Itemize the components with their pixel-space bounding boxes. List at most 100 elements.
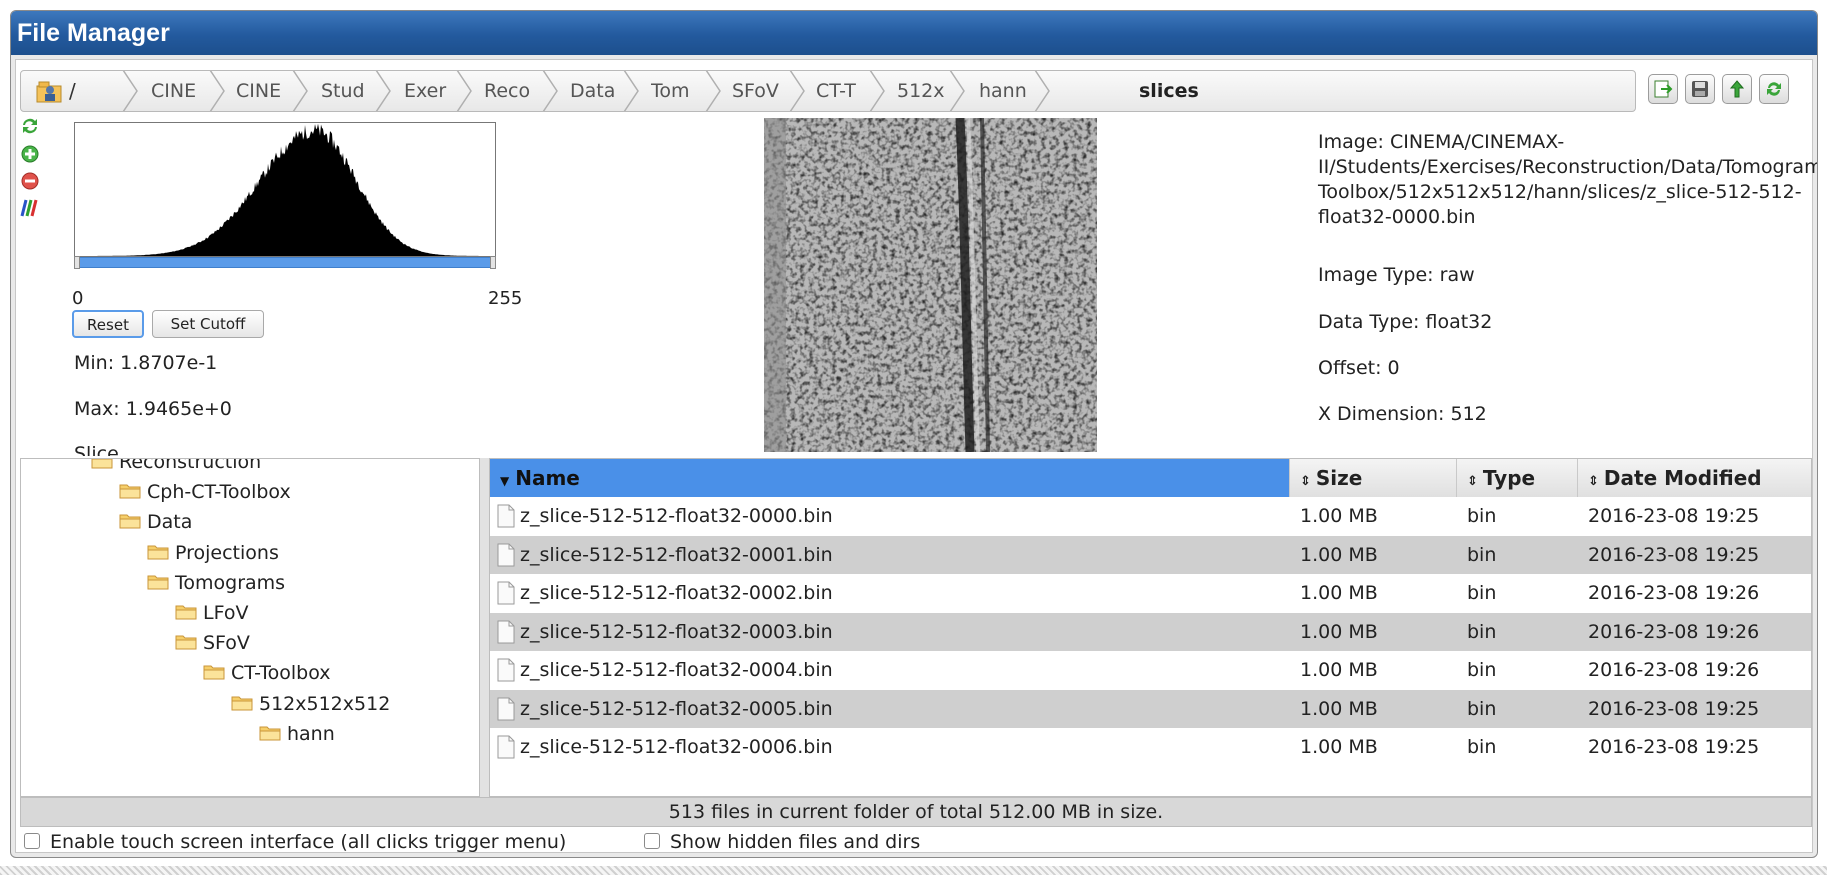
cell-name: z_slice-512-512-float32-0004.bin bbox=[520, 659, 833, 681]
table-row[interactable]: z_slice-512-512-float32-0006.bin 1.00 MB b… bbox=[490, 728, 1811, 766]
hidden-files-label: Show hidden files and dirs bbox=[670, 831, 921, 853]
breadcrumb-separator bbox=[1034, 71, 1050, 111]
refresh-icon[interactable] bbox=[20, 116, 40, 136]
table-row[interactable]: z_slice-512-512-float32-0003.bin 1.00 MB b… bbox=[490, 612, 1811, 651]
breadcrumb-item[interactable]: 512x bbox=[897, 80, 945, 102]
offset: Offset: 0 bbox=[1318, 357, 1400, 379]
cell-type: bin bbox=[1467, 659, 1497, 681]
file-icon bbox=[497, 504, 515, 528]
breadcrumb-item[interactable]: Stud bbox=[321, 80, 365, 102]
export-button[interactable] bbox=[1648, 74, 1678, 104]
histogram-plot[interactable] bbox=[74, 122, 496, 257]
breadcrumb-separator bbox=[456, 71, 472, 111]
up-folder-button[interactable] bbox=[1722, 74, 1752, 104]
column-header-name[interactable]: ▼ Name bbox=[490, 459, 1290, 497]
touch-interface-checkbox[interactable] bbox=[24, 833, 40, 849]
tree-folder-item[interactable]: Tomograms bbox=[147, 568, 285, 598]
status-bar: 513 files in current folder of total 512… bbox=[20, 797, 1812, 827]
tree-folder-label: Cph-CT-Toolbox bbox=[147, 481, 291, 504]
cell-size: 1.00 MB bbox=[1300, 697, 1378, 720]
tree-folder-label: Projections bbox=[175, 541, 279, 564]
up-folder-icon bbox=[1729, 80, 1745, 98]
histogram-min-label: 0 bbox=[72, 288, 84, 309]
breadcrumb-separator bbox=[375, 71, 391, 111]
breadcrumb-item[interactable]: CT-T bbox=[816, 80, 856, 102]
breadcrumb-separator bbox=[542, 71, 558, 111]
folder-icon bbox=[147, 575, 169, 590]
tree-folder-item[interactable]: Data bbox=[119, 507, 192, 537]
breadcrumb-item[interactable]: Exer bbox=[404, 80, 447, 102]
tree-folder-item[interactable]: SFoV bbox=[175, 628, 250, 658]
cell-size: 1.00 MB bbox=[1300, 543, 1378, 566]
table-row[interactable]: z_slice-512-512-float32-0004.bin 1.00 MB b… bbox=[490, 651, 1811, 689]
histogram-max-label: 255 bbox=[488, 288, 523, 309]
breadcrumb-separator bbox=[789, 71, 805, 111]
breadcrumb-separator bbox=[292, 71, 308, 111]
cell-name: z_slice-512-512-float32-0001.bin bbox=[520, 543, 833, 566]
breadcrumb-item[interactable]: CINE bbox=[236, 80, 282, 102]
file-icon bbox=[497, 658, 515, 682]
folder-icon bbox=[175, 635, 197, 650]
breadcrumb-item[interactable]: Reco bbox=[484, 80, 531, 102]
breadcrumb-item[interactable]: SFoV bbox=[732, 80, 779, 102]
breadcrumb-separator bbox=[869, 71, 885, 111]
refresh-button[interactable] bbox=[1759, 74, 1789, 104]
max-value: Max: 1.9465e+0 bbox=[74, 398, 232, 420]
breadcrumb-current: slices bbox=[1139, 80, 1199, 102]
tree-folder-item[interactable]: hann bbox=[259, 719, 335, 749]
table-row[interactable]: z_slice-512-512-float32-0001.bin 1.00 MB b… bbox=[490, 535, 1811, 574]
touch-interface-label: Enable touch screen interface (all click… bbox=[50, 831, 567, 853]
save-disk-icon bbox=[1692, 81, 1708, 97]
save-button[interactable] bbox=[1685, 74, 1715, 104]
file-icon bbox=[497, 543, 515, 566]
file-icon bbox=[497, 735, 515, 759]
data-type: Data Type: float32 bbox=[1318, 311, 1493, 333]
zoom-in-icon[interactable] bbox=[20, 144, 40, 164]
home-folder-icon[interactable] bbox=[35, 78, 65, 104]
tree-folder-item[interactable]: Cph-CT-Toolbox bbox=[119, 477, 291, 507]
tree-folder-item[interactable]: 512x512x512 bbox=[231, 689, 390, 719]
folder-icon bbox=[231, 696, 253, 711]
hidden-files-option[interactable]: Show hidden files and dirs bbox=[644, 832, 920, 852]
cell-date: 2016-23-08 19:25 bbox=[1588, 543, 1760, 566]
cell-date: 2016-23-08 19:25 bbox=[1588, 505, 1760, 527]
tree-folder-item[interactable]: LFoV bbox=[175, 598, 248, 628]
cell-name: z_slice-512-512-float32-0006.bin bbox=[520, 736, 833, 758]
tree-folder-item[interactable]: CT-Toolbox bbox=[203, 658, 331, 688]
zoom-out-icon[interactable] bbox=[20, 171, 40, 191]
file-icon bbox=[497, 581, 515, 605]
range-min-handle[interactable] bbox=[74, 256, 80, 269]
table-row[interactable]: z_slice-512-512-float32-0000.bin 1.00 MB b… bbox=[490, 497, 1811, 535]
colormap-icon[interactable] bbox=[20, 198, 40, 218]
table-row[interactable]: z_slice-512-512-float32-0002.bin 1.00 MB b… bbox=[490, 574, 1811, 612]
touch-interface-option[interactable]: Enable touch screen interface (all click… bbox=[24, 832, 566, 852]
breadcrumb-separator bbox=[949, 71, 965, 111]
histogram-range-bar[interactable] bbox=[74, 257, 496, 268]
breadcrumb-item[interactable]: Data bbox=[570, 80, 616, 102]
set-cutoff-button[interactable]: Set Cutoff bbox=[152, 310, 264, 338]
breadcrumb-root[interactable]: / bbox=[69, 79, 76, 103]
breadcrumb-item[interactable]: Tom bbox=[651, 80, 690, 102]
table-row[interactable]: z_slice-512-512-float32-0005.bin 1.00 MB b… bbox=[490, 689, 1811, 728]
column-header-date[interactable]: ⇕ Date Modified bbox=[1578, 459, 1811, 497]
breadcrumb-item[interactable]: CINE bbox=[151, 80, 197, 102]
hidden-files-checkbox[interactable] bbox=[644, 833, 660, 849]
tree-folder-item[interactable]: Projections bbox=[147, 538, 279, 568]
file-manager-content: / CINE CINE Stud Exer Reco Data Tom SFoV CT-T 512… bbox=[15, 59, 1817, 853]
pane-splitter[interactable] bbox=[480, 458, 489, 797]
range-max-handle[interactable] bbox=[490, 256, 496, 269]
folder-icon bbox=[119, 514, 141, 529]
reset-button[interactable]: Reset bbox=[72, 310, 144, 338]
histogram-graph bbox=[75, 123, 495, 256]
folder-icon bbox=[91, 459, 113, 469]
cell-name: z_slice-512-512-float32-0000.bin bbox=[520, 505, 833, 527]
bottom-edge bbox=[0, 866, 1827, 875]
tree-folder-label: Reconstruction bbox=[119, 458, 262, 473]
breadcrumb-item[interactable]: hann bbox=[979, 80, 1027, 102]
column-header-type[interactable]: ⇕ Type bbox=[1457, 459, 1578, 497]
tree-folder-label: Data bbox=[147, 511, 193, 534]
tree-folder-item[interactable]: Reconstruction bbox=[91, 458, 262, 477]
tree-folder-label: SFoV bbox=[203, 632, 250, 655]
cell-type: bin bbox=[1467, 505, 1497, 527]
column-header-size[interactable]: ⇕ Size bbox=[1290, 459, 1457, 497]
